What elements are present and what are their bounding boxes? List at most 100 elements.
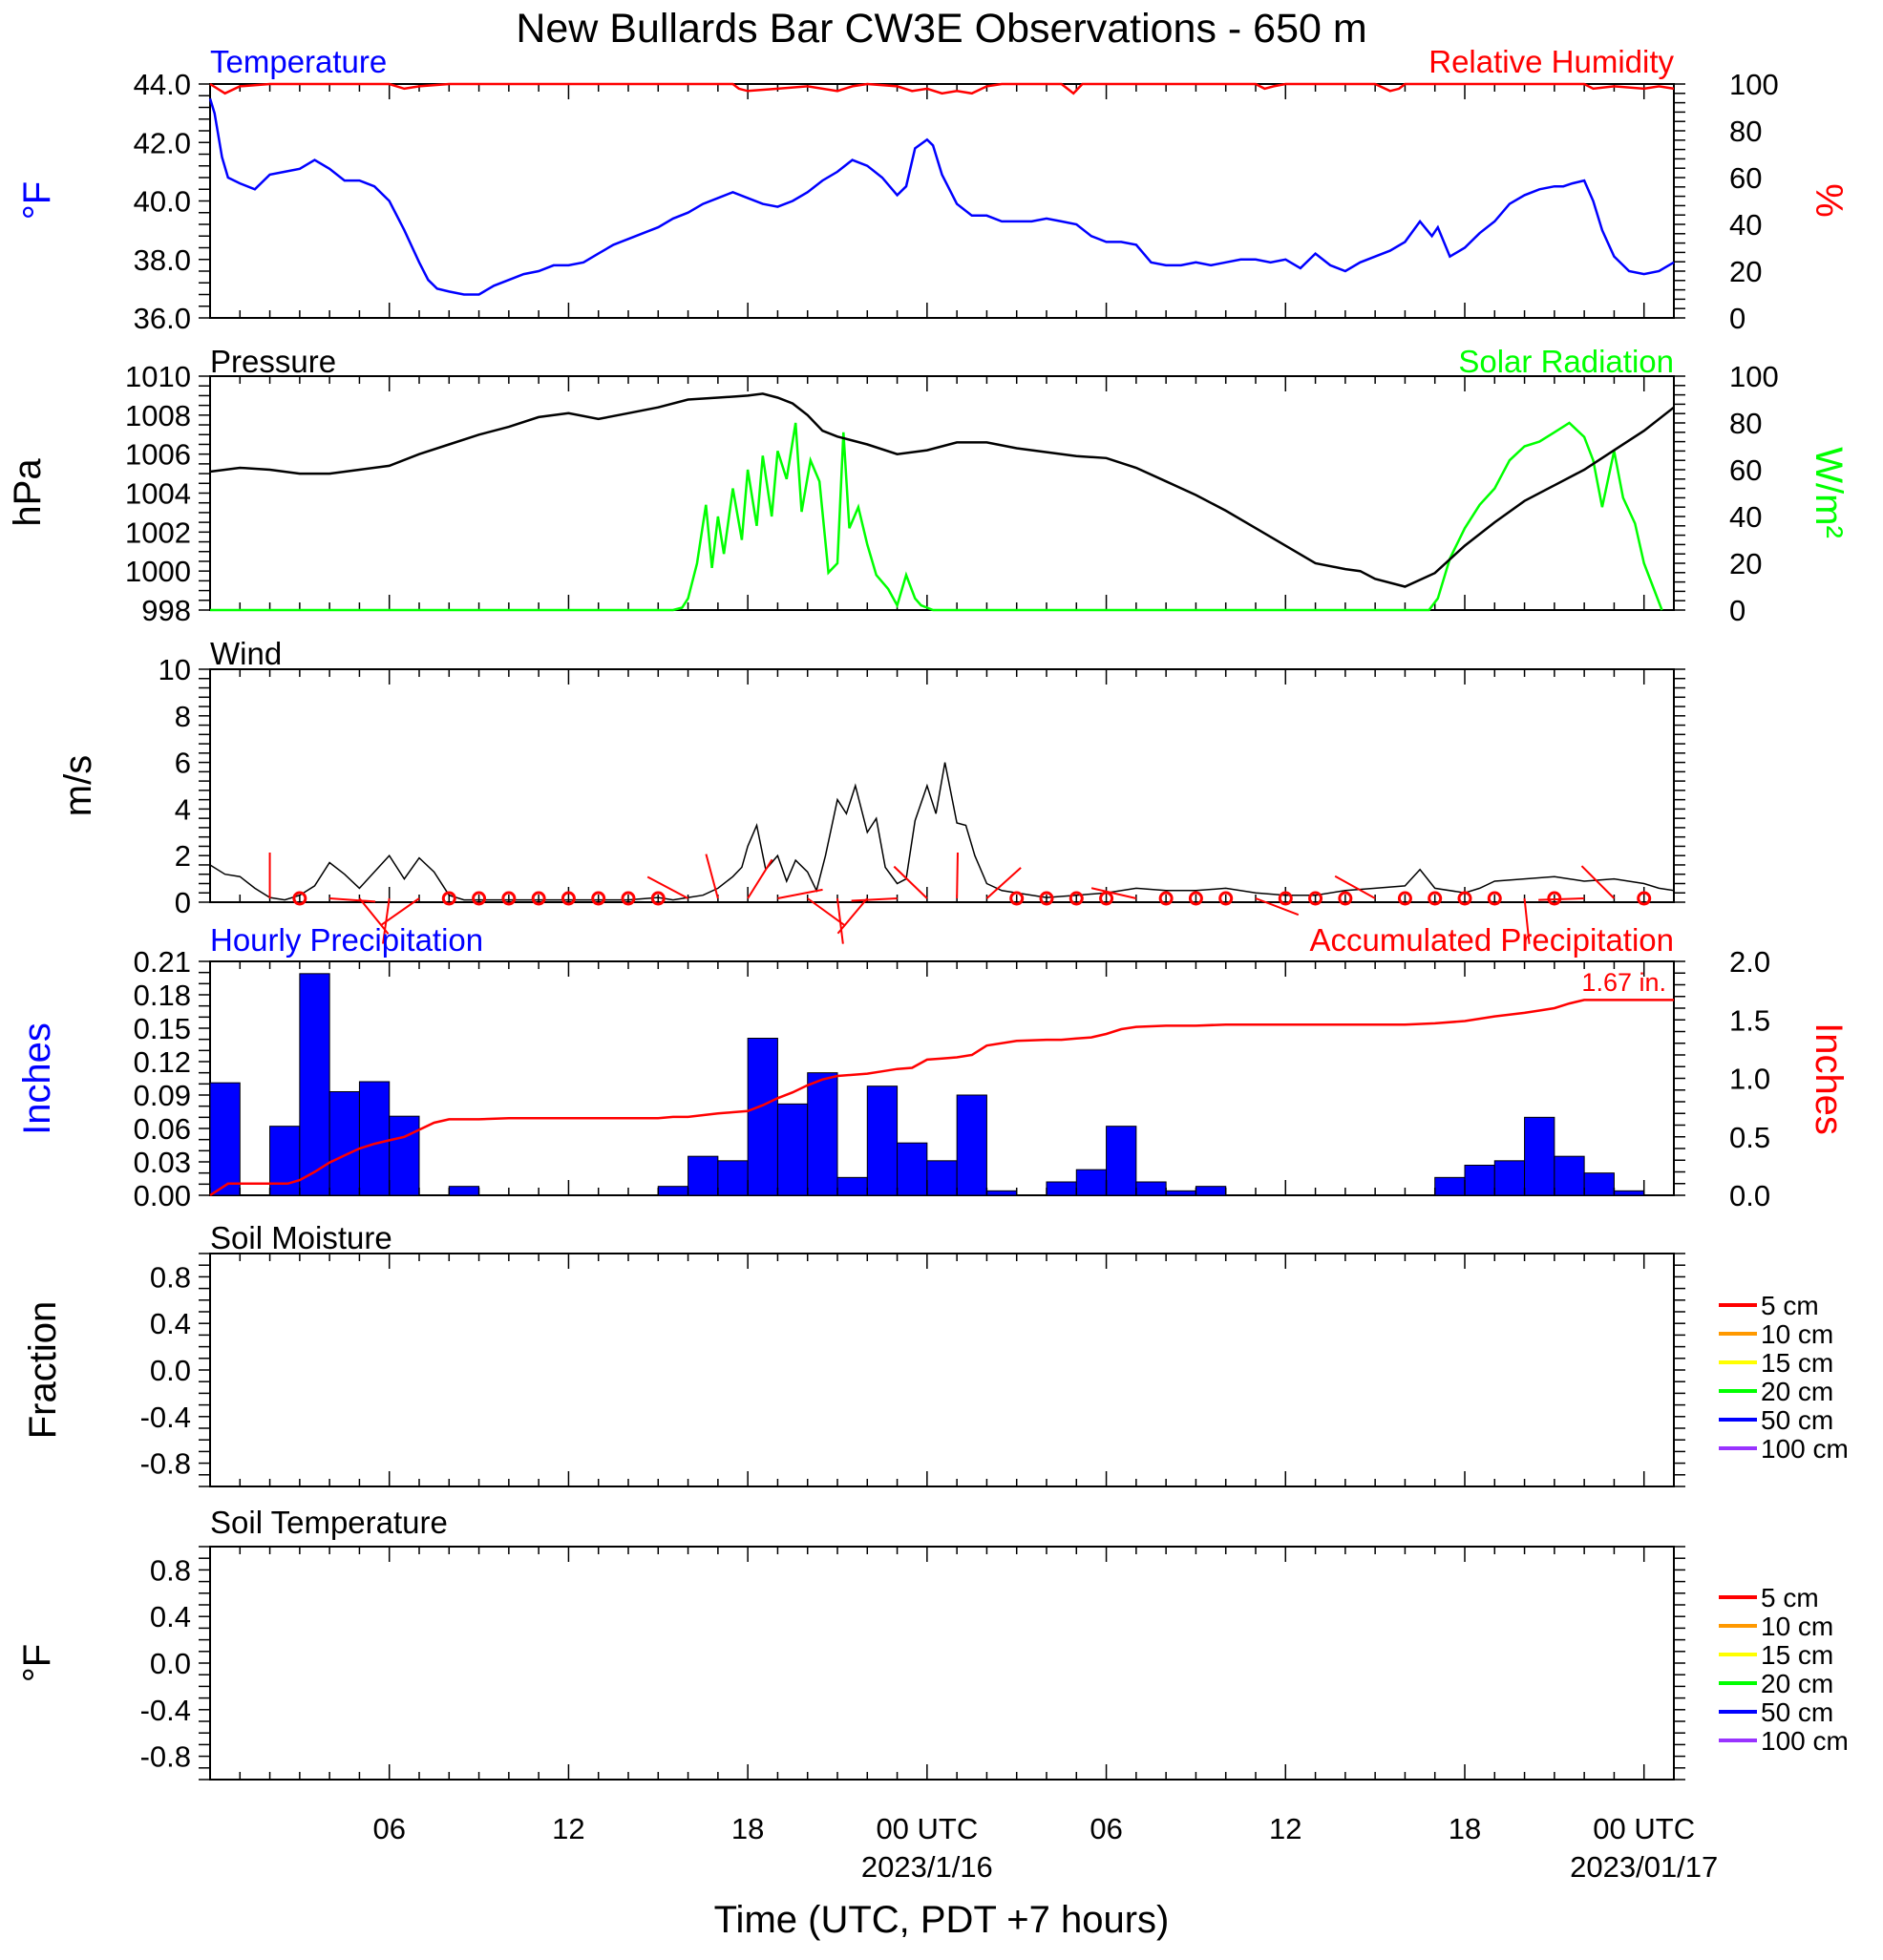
hourly-precip-bar	[897, 1142, 928, 1196]
solar-y-tick: 100	[1729, 360, 1779, 393]
legend-label: 5 cm	[1761, 1583, 1819, 1612]
hourly-precip-bar	[866, 1085, 899, 1196]
hourly-precip-bar	[1075, 1169, 1108, 1196]
legend-label: 50 cm	[1761, 1697, 1833, 1727]
wind-barb	[836, 897, 844, 944]
wind-calm-marker	[501, 891, 517, 906]
wind-barb	[747, 858, 773, 899]
accum-precip-y-tick: 2.0	[1729, 945, 1770, 979]
hourly-precip-bar	[926, 1160, 958, 1196]
wind-calm-marker	[292, 891, 307, 906]
hourly-precip-bar	[1554, 1155, 1585, 1196]
hourly-precip-y-tick: 0.18	[134, 979, 191, 1012]
wind-y-tick: 0	[175, 886, 191, 919]
wind-barb	[329, 897, 376, 903]
accum-precip-series-line	[209, 999, 1674, 1197]
legend-label: 100 cm	[1761, 1726, 1849, 1756]
x-date-label: 2023/1/16	[861, 1850, 993, 1884]
hourly-precip-y-tick: 0.00	[134, 1179, 191, 1212]
wind-calm-marker	[591, 891, 606, 906]
pressure-y-tick: 1002	[125, 516, 191, 549]
soil-moisture-y-tick: 0.8	[150, 1260, 191, 1294]
hourly-precip-bar	[358, 1081, 391, 1196]
wind-y-tick-labels: 0 2 4 6 8 10	[159, 653, 191, 919]
pressure-y-tick: 1008	[125, 399, 191, 432]
pressure-y-tick: 998	[141, 594, 191, 627]
legend-label: 5 cm	[1761, 1291, 1819, 1320]
accum-precip-y-tick: 0.5	[1729, 1121, 1770, 1154]
hourly-precip-title: Hourly Precipitation	[210, 922, 483, 958]
wind-barb	[358, 897, 390, 935]
soil-temperature-y-tick: 0.4	[150, 1600, 191, 1633]
hourly-precip-bar	[1434, 1176, 1466, 1196]
wind-y-tick: 2	[175, 839, 191, 873]
soil-moisture-y-tick: 0.4	[150, 1307, 191, 1340]
hourly-precip-bar	[1524, 1116, 1555, 1196]
humidity-y-tick: 20	[1729, 255, 1762, 288]
wind-barb	[646, 875, 689, 899]
hourly-precip-bar	[747, 1038, 778, 1196]
temperature-y-tick: 36.0	[134, 302, 191, 335]
legend-label: 10 cm	[1761, 1319, 1833, 1349]
wind-y-tick: 4	[175, 792, 191, 826]
humidity-y-tick: 80	[1729, 115, 1762, 148]
wind-barb	[893, 865, 928, 899]
hourly-precip-bar	[1165, 1190, 1196, 1196]
humidity-series-line	[209, 82, 1675, 95]
hourly-precip-bar	[389, 1115, 420, 1196]
wind-calm-marker	[1068, 891, 1084, 906]
wind-calm-marker	[1099, 891, 1114, 906]
x-tick-label: 06	[372, 1812, 405, 1845]
hourly-precip-y-tick: 0.21	[134, 945, 191, 979]
accum-precip-y-tick: 1.0	[1729, 1063, 1770, 1096]
x-axis-label: Time (UTC, PDT +7 hours)	[714, 1899, 1170, 1941]
wind-calm-marker	[1009, 891, 1025, 906]
hourly-precip-bar	[1464, 1165, 1495, 1196]
humidity-unit-label: %	[1808, 183, 1850, 218]
humidity-y-tick: 100	[1729, 68, 1779, 101]
pressure-unit-label: hPa	[7, 458, 49, 527]
wind-barb	[381, 897, 420, 926]
pressure-y-tick: 1000	[125, 555, 191, 588]
soil-moisture-y-tick: 0.0	[150, 1354, 191, 1387]
temperature-unit-label: °F	[16, 181, 58, 220]
wind-calm-marker	[621, 891, 636, 906]
wind-calm-marker	[472, 891, 487, 906]
hourly-precip-bar	[448, 1186, 480, 1196]
wind-calm-marker	[1487, 891, 1502, 906]
hourly-precip-bar	[1135, 1181, 1167, 1196]
legend-label: 10 cm	[1761, 1612, 1833, 1641]
temperature-y-tick: 38.0	[134, 243, 191, 277]
hourly-precip-bar	[657, 1186, 689, 1196]
x-tick-label: 00 UTC	[876, 1812, 978, 1845]
x-tick-label: 18	[1449, 1812, 1481, 1845]
solar-y-tick: 40	[1729, 500, 1762, 534]
soil-temperature-y-tick: 0.0	[150, 1647, 191, 1680]
wind-calm-marker	[1308, 891, 1323, 906]
humidity-title: Relative Humidity	[1428, 44, 1674, 79]
wind-barb	[851, 897, 898, 902]
soil-moisture-panel: Soil Moisture Fraction -0.8 -0.4 0.0 0.4 0.8…	[22, 1220, 1849, 1487]
soil-temperature-panel: Soil Temperature °F -0.8 -0.4 0.0 0.4 0.8 5 …	[16, 1505, 1849, 1781]
wind-barb	[1523, 897, 1531, 944]
wind-calm-marker	[1039, 891, 1054, 906]
legend-label: 50 cm	[1761, 1405, 1833, 1435]
temperature-ticks	[199, 83, 1685, 319]
wind-calm-marker	[650, 891, 666, 906]
hourly-precip-bar	[688, 1155, 719, 1196]
hourly-precip-bar	[328, 1091, 360, 1196]
soil-moisture-title: Soil Moisture	[210, 1220, 392, 1255]
soil-temperature-y-tick-labels: -0.8 -0.4 0.0 0.4 0.8	[140, 1553, 191, 1773]
hourly-precip-bar	[985, 1190, 1018, 1196]
wind-barb	[1090, 887, 1137, 899]
pressure-y-tick: 1004	[125, 477, 191, 511]
legend-label: 15 cm	[1761, 1640, 1833, 1670]
soil-temperature-ticks	[199, 1546, 1685, 1781]
hourly-precip-y-tick: 0.06	[134, 1112, 191, 1146]
hourly-precip-bar	[717, 1160, 749, 1196]
pressure-title: Pressure	[210, 344, 336, 379]
hourly-precip-bar	[776, 1103, 809, 1196]
wind-calm-marker	[1338, 891, 1353, 906]
wind-calm-marker	[1397, 891, 1412, 906]
wind-unit-label: m/s	[57, 755, 99, 816]
